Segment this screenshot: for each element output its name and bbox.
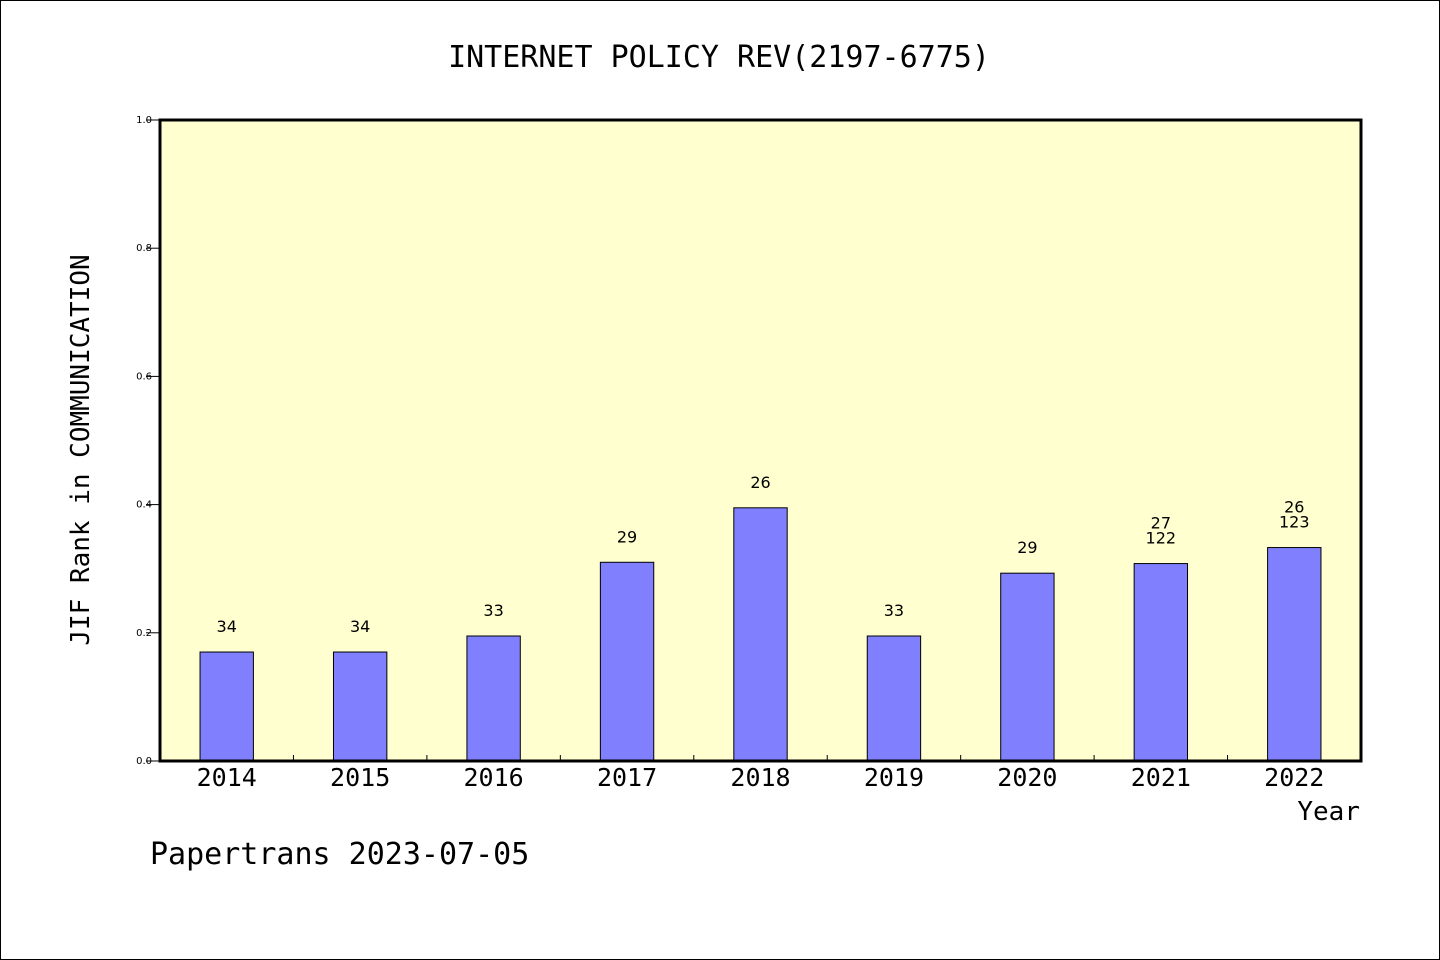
bar-2021 — [1133, 563, 1189, 762]
data-label-2015: 34 — [350, 617, 370, 636]
bar-2020 — [1000, 572, 1055, 762]
bars-layer — [199, 507, 1322, 762]
x-axis-title: Year — [1297, 797, 1360, 827]
chart-title: INTERNET POLICY REV(2197-6775) — [448, 40, 990, 75]
data-label-2022: 26 — [1284, 498, 1304, 517]
bar-2022 — [1267, 547, 1322, 762]
y-tick-label: 0.6 — [136, 371, 152, 382]
data-label-2020: 29 — [1017, 538, 1037, 557]
data-label-2018: 26 — [750, 473, 770, 492]
bar-2019 — [866, 635, 922, 762]
x-tick-label: 2020 — [997, 763, 1057, 792]
y-tick-label: 0.2 — [136, 628, 152, 639]
x-tick-label: 2017 — [597, 763, 657, 792]
bar-2016 — [466, 635, 521, 762]
y-tick-label: 0.4 — [136, 500, 152, 511]
y-axis-title: JIF Rank in COMMUNICATION — [66, 254, 96, 645]
x-tick-label: 2015 — [330, 763, 390, 792]
data-label-2017: 29 — [617, 527, 637, 546]
plot-frame — [158, 118, 1363, 763]
y-axis: 0.0 0.2 0.4 0.6 0.8 1.0 — [136, 115, 160, 767]
data-label-2021: 27 — [1151, 514, 1171, 533]
y-tick-label: 0.0 — [136, 756, 152, 767]
bar-2015 — [332, 651, 388, 762]
data-label-2014: 34 — [217, 617, 237, 636]
y-tick-label: 1.0 — [136, 115, 152, 126]
x-axis: 2014 2015 2016 2017 2018 2019 2020 2021 2022 — [197, 755, 1324, 792]
bar-2014 — [199, 651, 254, 762]
x-tick-label: 2018 — [730, 763, 790, 792]
footer-credit: Papertrans 2023-07-05 — [150, 837, 529, 872]
bar-2018 — [733, 507, 788, 762]
data-label-2021: 122 — [1146, 529, 1177, 548]
x-tick-label: 2014 — [197, 763, 257, 792]
data-label-2016: 33 — [483, 601, 503, 620]
x-tick-label: 2021 — [1131, 763, 1191, 792]
x-tick-label: 2019 — [864, 763, 924, 792]
bar-2017 — [599, 561, 655, 762]
x-tick-label: 2022 — [1264, 763, 1324, 792]
y-tick-label: 0.8 — [136, 243, 152, 254]
data-label-2019: 33 — [884, 601, 904, 620]
x-tick-label: 2016 — [464, 763, 524, 792]
data-label-2022: 123 — [1279, 513, 1310, 532]
